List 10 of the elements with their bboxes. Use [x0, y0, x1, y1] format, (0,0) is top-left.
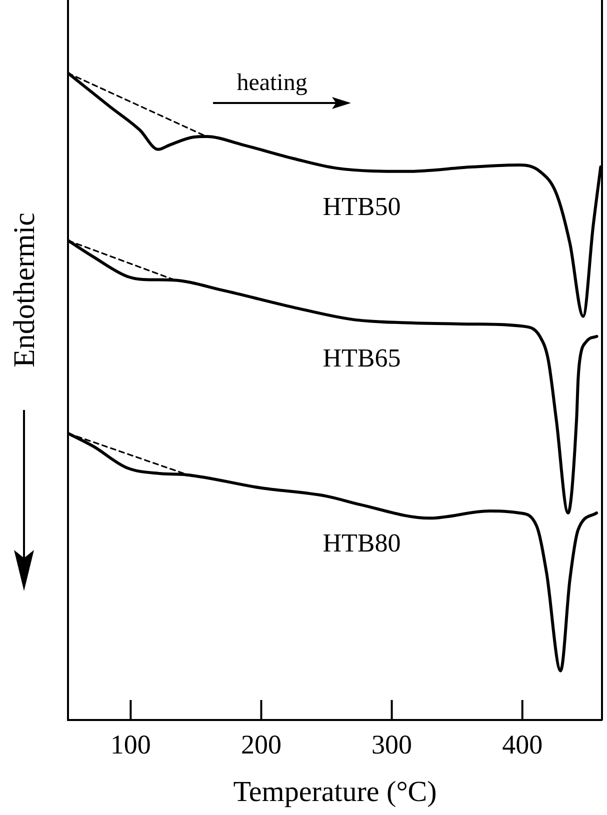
series-label: HTB50 [322, 192, 401, 222]
series-label: HTB65 [322, 343, 401, 372]
annotation: heating [236, 70, 308, 96]
x-tick-label: 300 [372, 729, 412, 760]
x-axis-title: Temperature (°C) [233, 776, 437, 808]
y-axis-title: Endothermic [8, 212, 41, 368]
x-tick-label: 100 [110, 729, 151, 760]
x-tick-label: 400 [502, 729, 543, 760]
series-label: HTB80 [322, 528, 401, 558]
x-tick-label: 200 [240, 729, 282, 760]
